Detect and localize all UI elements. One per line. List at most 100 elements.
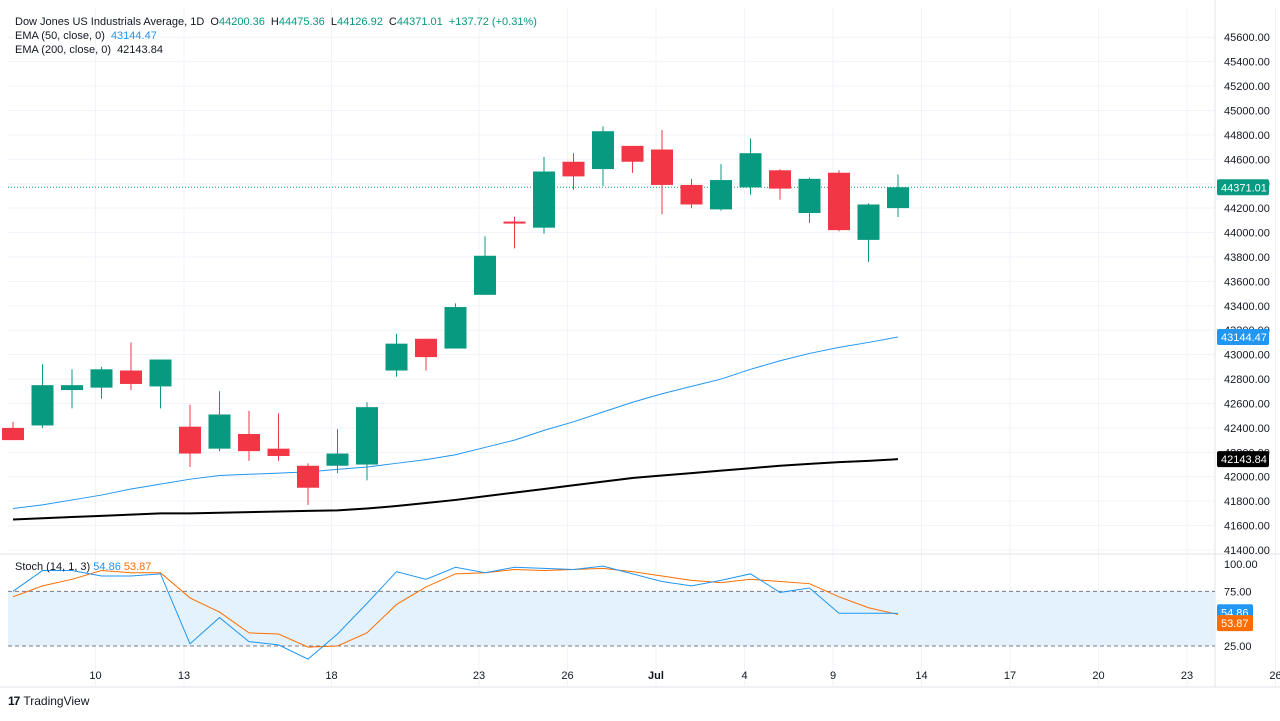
candle-body[interactable] bbox=[533, 171, 555, 228]
close-label: C bbox=[388, 16, 397, 28]
last-price-tag-label: 44371.01 bbox=[1221, 182, 1267, 194]
candle-body[interactable] bbox=[326, 453, 349, 466]
candle-body[interactable] bbox=[444, 307, 467, 349]
time-tick-label: 10 bbox=[89, 670, 101, 682]
stoch-d-line[interactable] bbox=[12, 567, 899, 648]
candle-body[interactable] bbox=[415, 338, 437, 358]
price-tick-label: 45000.00 bbox=[1224, 105, 1270, 117]
ema200-value: 42143.84 bbox=[117, 44, 163, 56]
price-tick-label: 45400.00 bbox=[1224, 57, 1270, 69]
candle-body[interactable] bbox=[297, 465, 319, 488]
ema200-legend[interactable]: EMA (200, close, 0) 42143.84 bbox=[15, 43, 166, 57]
stoch-legend[interactable]: Stoch (14, 1, 3) 54.86 53.87 bbox=[15, 561, 151, 573]
candle-body[interactable] bbox=[562, 161, 585, 177]
ema50-value: 43144.47 bbox=[110, 30, 157, 42]
stoch-d-tag-label: 53.87 bbox=[1221, 618, 1249, 630]
time-tick-label: 23 bbox=[1181, 670, 1193, 682]
tradingview-footer[interactable]: 17 TradingView bbox=[8, 694, 89, 708]
ema50-tag bbox=[1217, 329, 1269, 346]
candle-body[interactable] bbox=[769, 170, 791, 189]
ema50-label: EMA (50, close, 0) bbox=[15, 30, 105, 42]
time-tick-label: 20 bbox=[1092, 670, 1104, 682]
candle-body[interactable] bbox=[592, 131, 614, 170]
ema200-tag bbox=[1217, 451, 1269, 468]
candle-body[interactable] bbox=[2, 427, 24, 441]
candle-body[interactable] bbox=[238, 434, 260, 452]
candle-body[interactable] bbox=[857, 204, 880, 240]
symbol-title[interactable]: Dow Jones US Industrials Average, 1D bbox=[15, 16, 205, 28]
candle-body[interactable] bbox=[680, 184, 703, 205]
candle-body[interactable] bbox=[90, 369, 113, 388]
price-tick-label: 44600.00 bbox=[1224, 154, 1270, 166]
candle-body[interactable] bbox=[739, 153, 762, 188]
price-tick-label: 43600.00 bbox=[1224, 276, 1270, 288]
stoch-k-value: 54.86 bbox=[93, 561, 121, 573]
price-tick-label: 44000.00 bbox=[1224, 228, 1270, 240]
price-tick-label: 42600.00 bbox=[1224, 398, 1270, 410]
time-tick-label: 18 bbox=[325, 670, 337, 682]
candle-body[interactable] bbox=[503, 221, 526, 224]
candle-body[interactable] bbox=[385, 343, 408, 371]
price-tick-label: 41400.00 bbox=[1224, 545, 1270, 557]
high-label: H bbox=[270, 16, 279, 28]
change-value: +137.72 (+0.31%) bbox=[448, 16, 537, 28]
candle-body[interactable] bbox=[208, 414, 231, 449]
price-tick-label: 43400.00 bbox=[1224, 301, 1270, 313]
price-tick-label: 42000.00 bbox=[1224, 472, 1270, 484]
tradingview-logo-icon: 17 bbox=[8, 694, 20, 708]
low-label: L bbox=[330, 16, 337, 28]
price-tick-label: 44200.00 bbox=[1224, 203, 1270, 215]
candle-body[interactable] bbox=[61, 385, 83, 391]
symbol-legend: Dow Jones US Industrials Average, 1D O 44… bbox=[15, 15, 540, 29]
price-tick-label: 43000.00 bbox=[1224, 350, 1270, 362]
stoch-k-line[interactable] bbox=[12, 565, 899, 660]
close-value: 44371.01 bbox=[396, 16, 443, 28]
candle-body[interactable] bbox=[651, 149, 673, 185]
stoch-band bbox=[8, 591, 1215, 646]
stoch-level-label: 25.00 bbox=[1224, 641, 1252, 653]
candle-body[interactable] bbox=[798, 178, 821, 214]
price-tick-label: 41600.00 bbox=[1224, 521, 1270, 533]
time-tick-label: 23 bbox=[473, 670, 485, 682]
price-tick-label: 45200.00 bbox=[1224, 81, 1270, 93]
ema200-line[interactable] bbox=[12, 458, 899, 521]
ema50-line[interactable] bbox=[12, 336, 899, 509]
tradingview-brand: TradingView bbox=[23, 694, 90, 708]
ema200-tag-label: 42143.84 bbox=[1221, 454, 1267, 466]
candle-body[interactable] bbox=[179, 426, 201, 454]
stoch-label: Stoch (14, 1, 3) bbox=[15, 561, 91, 573]
candle-body[interactable] bbox=[120, 370, 142, 384]
candle-body[interactable] bbox=[474, 255, 496, 295]
ema50-tag-label: 43144.47 bbox=[1221, 332, 1267, 344]
time-tick-label: 14 bbox=[915, 670, 927, 682]
ema200-label: EMA (200, close, 0) bbox=[15, 44, 111, 56]
candle-body[interactable] bbox=[621, 145, 644, 162]
open-label: O bbox=[210, 16, 219, 28]
time-tick-label: 26 bbox=[561, 670, 573, 682]
low-value: 44126.92 bbox=[336, 16, 383, 28]
price-tick-label: 42800.00 bbox=[1224, 374, 1270, 386]
price-tick-label: 44800.00 bbox=[1224, 130, 1270, 142]
price-tick-label: 43800.00 bbox=[1224, 252, 1270, 264]
high-value: 44475.36 bbox=[278, 16, 325, 28]
stoch-level-label: 75.00 bbox=[1224, 586, 1252, 598]
ema50-legend[interactable]: EMA (50, close, 0) 43144.47 bbox=[15, 29, 160, 43]
candle-body[interactable] bbox=[149, 359, 172, 387]
time-tick-label: Jul bbox=[648, 670, 664, 682]
candle-body[interactable] bbox=[710, 180, 732, 210]
candle-body[interactable] bbox=[267, 448, 290, 456]
price-tick-label: 45600.00 bbox=[1224, 32, 1270, 44]
last-price-tag bbox=[1217, 179, 1269, 196]
price-tick-label: 41800.00 bbox=[1224, 496, 1270, 508]
candle-body[interactable] bbox=[31, 385, 54, 426]
stoch-d-tag bbox=[1217, 615, 1253, 632]
candle-body[interactable] bbox=[887, 187, 909, 209]
time-tick-label: 9 bbox=[830, 670, 836, 682]
time-tick-label: 13 bbox=[178, 670, 190, 682]
time-tick-label: 26 bbox=[1269, 670, 1280, 682]
stoch-level-label: 100.00 bbox=[1224, 559, 1258, 571]
candle-body[interactable] bbox=[828, 172, 850, 231]
candle-body[interactable] bbox=[356, 407, 378, 465]
